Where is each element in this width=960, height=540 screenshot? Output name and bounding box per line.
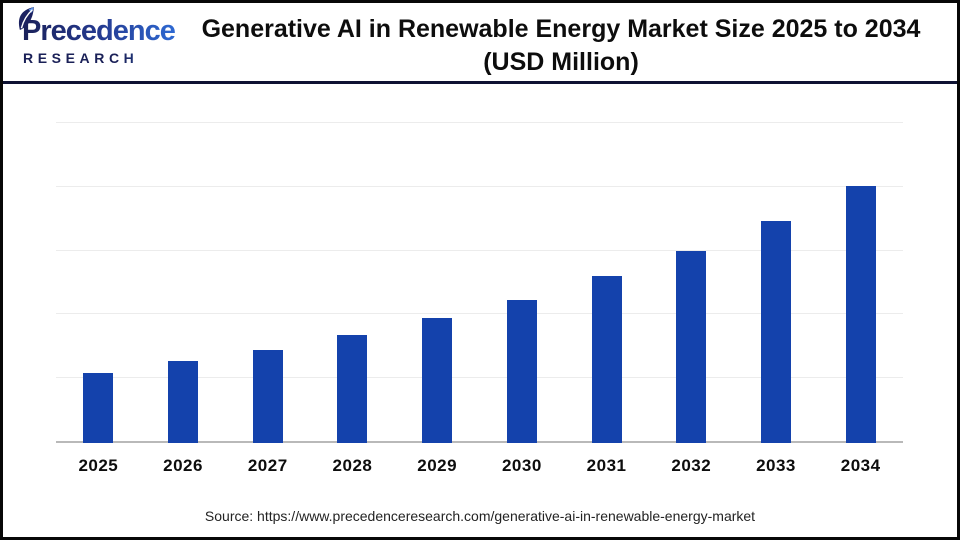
chart-area: 2025 2026 2027 2028 2029 2030 2031 2032 2033 2034… [3, 84, 957, 534]
bar-2025 [83, 373, 114, 443]
bar-2032 [676, 251, 707, 443]
bar-column-2026: 2026 [141, 122, 226, 475]
bar-column-2029: 2029 [395, 122, 480, 475]
plot-area [56, 122, 903, 443]
x-tick-label-2034: 2034 [840, 456, 881, 475]
header: Precedence RESEARCH Generative AI in Ren… [3, 3, 957, 81]
bar-2034 [845, 186, 876, 443]
x-tick-label-2032: 2032 [671, 456, 712, 475]
bar-column-2032: 2032 [649, 122, 734, 475]
x-tick-label-2029: 2029 [417, 456, 458, 475]
gridline [56, 377, 903, 379]
bar-2031 [591, 276, 622, 443]
bar-columns: 2025 2026 2027 2028 2029 2030 2031 2032 2033 2034 [56, 122, 903, 475]
bar-column-2028: 2028 [310, 122, 395, 475]
bar-column-2034: 2034 [818, 122, 903, 475]
bar-column-2030: 2030 [480, 122, 565, 475]
x-tick-label-2030: 2030 [501, 456, 542, 475]
x-tick-label-2025: 2025 [78, 456, 119, 475]
chart-title: Generative AI in Renewable Energy Market… [185, 3, 957, 78]
gridline [56, 249, 903, 251]
bar-2029 [422, 318, 453, 443]
x-tick-label-2027: 2027 [247, 456, 288, 475]
header-divider [3, 81, 957, 84]
bar-column-2031: 2031 [564, 122, 649, 475]
gridline [56, 313, 903, 315]
source-citation: Source: https://www.precedenceresearch.c… [204, 508, 756, 524]
chart-title-line1: Generative AI in Renewable Energy Market… [201, 15, 921, 43]
logo-subtext: RESEARCH [19, 50, 185, 66]
x-tick-label-2031: 2031 [586, 456, 627, 475]
bar-column-2025: 2025 [56, 122, 141, 475]
x-tick-label-2028: 2028 [332, 456, 373, 475]
x-tick-label-2033: 2033 [756, 456, 796, 475]
bar-2028 [337, 335, 368, 443]
gridline [56, 185, 903, 187]
precedence-research-logo: Precedence RESEARCH [18, 7, 185, 66]
bar-2026 [168, 361, 199, 443]
x-tick-label-2026: 2026 [163, 456, 203, 475]
precedence-leaf-icon [18, 7, 34, 31]
bar-column-2033: 2033 [734, 122, 819, 475]
chart-title-line2: (USD Million) [483, 47, 639, 76]
bar-2027 [252, 349, 283, 443]
bar-2033 [760, 220, 791, 443]
gridline [56, 122, 903, 123]
bar-column-2027: 2027 [225, 122, 310, 475]
logo-wordmark: Precedence [19, 17, 185, 46]
bar-2030 [506, 299, 537, 443]
